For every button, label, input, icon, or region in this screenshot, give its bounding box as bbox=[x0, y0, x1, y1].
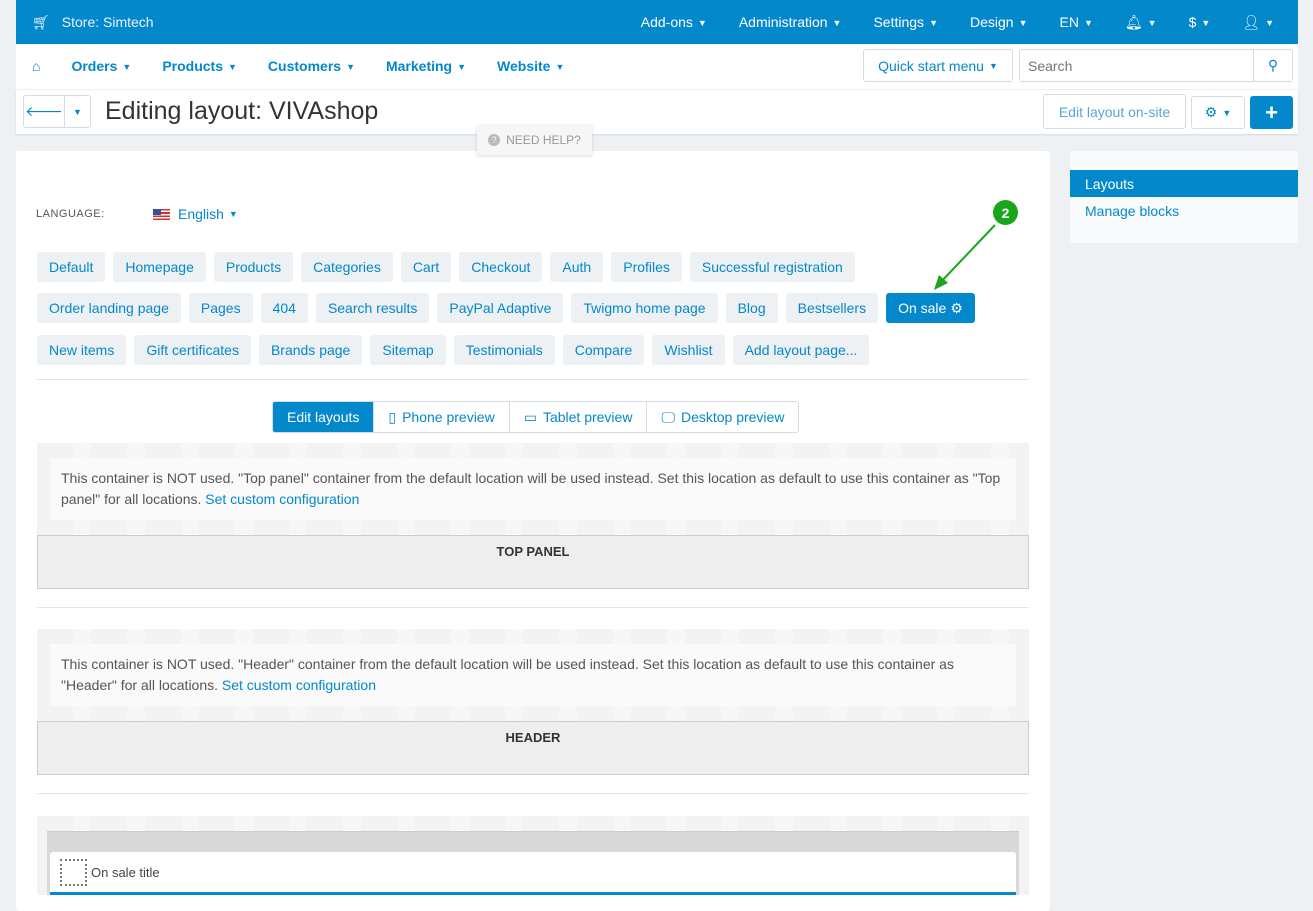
menu-design[interactable]: Design ▼ bbox=[969, 14, 1028, 30]
gear-icon: ⚙ bbox=[1204, 104, 1218, 120]
main-nav: ⌂ Orders ▼ Products ▼ Customers ▼ Marketing… bbox=[16, 44, 1298, 90]
container-content: On sale title bbox=[37, 816, 1029, 895]
desktop-preview-tab[interactable]: 🖵 Desktop preview bbox=[646, 402, 798, 432]
layout-tab-cart[interactable]: Cart bbox=[400, 252, 452, 282]
add-button[interactable]: + bbox=[1250, 96, 1293, 129]
layout-tab-brands-page[interactable]: Brands page bbox=[258, 335, 363, 365]
container-top-panel: This container is NOT used. "Top panel" … bbox=[37, 443, 1029, 589]
layout-tabs-row: Default Homepage Products Categories Cart Che… bbox=[37, 252, 855, 282]
layout-tabs-row: Order landing page Pages 404 Search results… bbox=[37, 293, 975, 323]
preview-switcher: Edit layouts ▯ Phone preview ▭ Tablet prev… bbox=[272, 401, 800, 433]
edit-layout-onsite-button[interactable]: Edit layout on-site bbox=[1043, 94, 1186, 129]
layout-tab-blog[interactable]: Blog bbox=[725, 293, 778, 323]
nav-orders[interactable]: Orders ▼ bbox=[71, 58, 132, 74]
need-help-button[interactable]: ? NEED HELP? bbox=[477, 125, 592, 155]
set-custom-configuration-link[interactable]: Set custom configuration bbox=[221, 677, 376, 693]
search-button[interactable]: ⚲ bbox=[1253, 49, 1293, 82]
layout-tab-search-results[interactable]: Search results bbox=[315, 293, 430, 323]
plus-icon: + bbox=[1265, 99, 1278, 125]
search-icon: ⚲ bbox=[1267, 57, 1279, 73]
nav-products[interactable]: Products ▼ bbox=[162, 58, 237, 74]
container-title: TOP PANEL bbox=[37, 535, 1029, 589]
phone-preview-tab[interactable]: ▯ Phone preview bbox=[373, 402, 508, 432]
tablet-icon: ▭ bbox=[523, 408, 537, 425]
layout-tab-on-sale[interactable]: On sale ⚙ bbox=[886, 293, 975, 323]
layout-tab-add-layout-page[interactable]: Add layout page... bbox=[732, 335, 870, 365]
nav-website[interactable]: Website ▼ bbox=[497, 58, 565, 74]
layout-tab-new-items[interactable]: New items bbox=[37, 335, 127, 365]
us-flag-icon bbox=[153, 208, 170, 220]
menu-addons[interactable]: Add-ons ▼ bbox=[640, 14, 707, 30]
layout-tab-products[interactable]: Products bbox=[213, 252, 294, 282]
container-header: This container is NOT used. "Header" con… bbox=[37, 629, 1029, 775]
title-bar: 🡐 ▼ Editing layout: VIVAshop Edit layout… bbox=[16, 90, 1298, 134]
search-input[interactable] bbox=[1019, 49, 1254, 82]
annotation-badge: 2 bbox=[993, 200, 1018, 225]
layout-tab-bestsellers[interactable]: Bestsellers bbox=[785, 293, 879, 323]
layout-tab-compare[interactable]: Compare bbox=[562, 335, 645, 365]
container-notice: This container is NOT used. "Header" con… bbox=[50, 644, 1016, 706]
page-title: Editing layout: VIVAshop bbox=[105, 97, 379, 125]
tablet-preview-tab[interactable]: ▭ Tablet preview bbox=[508, 402, 647, 432]
back-button[interactable]: 🡐 bbox=[23, 95, 65, 128]
phone-icon: ▯ bbox=[388, 408, 397, 425]
layout-tab-auth[interactable]: Auth bbox=[550, 252, 604, 282]
sidebar-item-manage-blocks[interactable]: Manage blocks bbox=[1085, 203, 1180, 219]
layout-tab-profiles[interactable]: Profiles bbox=[611, 252, 682, 282]
user-icon[interactable]: 👤︎ ▼ bbox=[1242, 14, 1274, 30]
home-icon[interactable]: ⌂ bbox=[32, 58, 41, 74]
layout-tab-twigmo-home-page[interactable]: Twigmo home page bbox=[571, 293, 718, 323]
nav-customers[interactable]: Customers ▼ bbox=[267, 58, 355, 74]
quick-start-menu-button[interactable]: Quick start menu ▼ bbox=[863, 49, 1013, 82]
menu-language[interactable]: EN ▼ bbox=[1059, 14, 1093, 30]
layout-tab-paypal-adaptive[interactable]: PayPal Adaptive bbox=[437, 293, 564, 323]
layout-tab-sitemap[interactable]: Sitemap bbox=[370, 335, 446, 365]
gear-icon[interactable]: ⚙ bbox=[950, 299, 963, 316]
layout-tab-404[interactable]: 404 bbox=[260, 293, 308, 323]
menu-administration[interactable]: Administration ▼ bbox=[738, 14, 842, 30]
container-notice: This container is NOT used. "Top panel" … bbox=[50, 458, 1016, 520]
sidebar-item-layouts[interactable]: Layouts bbox=[1070, 170, 1298, 197]
layout-tab-default[interactable]: Default bbox=[37, 252, 106, 282]
layout-tabs-row: New items Gift certificates Brands page Sit… bbox=[37, 335, 870, 365]
divider bbox=[37, 607, 1029, 608]
menu-currency[interactable]: $ ▼ bbox=[1188, 14, 1211, 30]
layout-tab-order-landing-page[interactable]: Order landing page bbox=[37, 293, 181, 323]
cart-icon: 🛒︎ bbox=[32, 14, 50, 30]
layout-tab-pages[interactable]: Pages bbox=[188, 293, 253, 323]
settings-dropdown[interactable]: ⚙ ▼ bbox=[1191, 96, 1245, 129]
layout-tab-wishlist[interactable]: Wishlist bbox=[652, 335, 725, 365]
arrow-left-icon: 🡐 bbox=[25, 103, 63, 119]
layout-tab-categories[interactable]: Categories bbox=[301, 252, 393, 282]
top-bar: 🛒︎ Store: Simtech Add-ons ▼ Administration… bbox=[16, 0, 1298, 44]
layout-tab-gift-certificates[interactable]: Gift certificates bbox=[134, 335, 251, 365]
nav-marketing[interactable]: Marketing ▼ bbox=[385, 58, 467, 74]
layout-tab-checkout[interactable]: Checkout bbox=[459, 252, 543, 282]
container-title: HEADER bbox=[37, 721, 1029, 775]
question-icon: ? bbox=[488, 134, 501, 146]
bell-icon[interactable]: 🔔︎ ▼ bbox=[1124, 14, 1157, 30]
language-selector[interactable]: English ▼ bbox=[153, 206, 238, 222]
annotation-arrow bbox=[934, 224, 996, 290]
layout-tab-homepage[interactable]: Homepage bbox=[113, 252, 206, 282]
block-on-sale-title[interactable]: On sale title bbox=[50, 852, 1016, 895]
store-switcher[interactable]: 🛒︎ Store: Simtech bbox=[32, 14, 154, 30]
layout-tab-testimonials[interactable]: Testimonials bbox=[453, 335, 555, 365]
language-label: LANGUAGE: bbox=[36, 208, 105, 220]
layout-tab-successful-registration[interactable]: Successful registration bbox=[689, 252, 855, 282]
history-dropdown[interactable]: ▼ bbox=[64, 95, 91, 128]
divider bbox=[37, 793, 1029, 794]
edit-layouts-tab[interactable]: Edit layouts bbox=[273, 402, 374, 432]
menu-settings[interactable]: Settings ▼ bbox=[873, 14, 938, 30]
divider bbox=[37, 379, 1029, 380]
desktop-icon: 🖵 bbox=[661, 408, 675, 425]
block-placeholder-icon bbox=[60, 858, 87, 886]
sidebar: Layouts Manage blocks bbox=[1070, 151, 1298, 243]
set-custom-configuration-link[interactable]: Set custom configuration bbox=[205, 491, 360, 507]
